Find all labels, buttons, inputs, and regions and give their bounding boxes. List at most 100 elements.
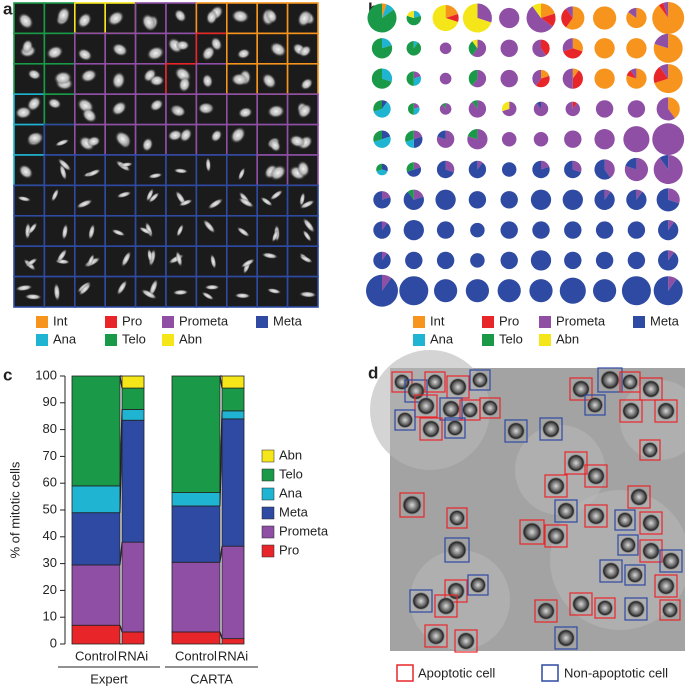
pie-slice [439, 42, 452, 55]
cell [641, 441, 659, 459]
nucleus [24, 222, 31, 240]
cell-image [104, 154, 137, 187]
pie-slice [541, 13, 556, 27]
cell-box [564, 451, 588, 475]
nucleus [80, 69, 97, 83]
pie-slice [668, 188, 680, 204]
pie-slice [467, 129, 478, 140]
pie-slice [625, 157, 637, 170]
cell [566, 453, 586, 473]
pie-slice [403, 219, 424, 241]
pie-slice [653, 276, 683, 306]
cell [601, 561, 621, 581]
x-tick-label: Control [175, 648, 217, 663]
legend-label: Abn [179, 331, 202, 346]
cell-box [414, 394, 438, 418]
group-label: CARTA [190, 671, 233, 686]
nucleus [238, 107, 253, 119]
legend-swatch [162, 334, 174, 346]
pie-slice [559, 277, 586, 304]
cell [481, 399, 499, 417]
legend-swatch [36, 334, 48, 346]
nucleus [141, 13, 156, 31]
legend-label: Meta [650, 313, 680, 328]
legend-label: Pro [279, 542, 299, 557]
nucleus [112, 43, 128, 57]
cell-image [13, 275, 46, 308]
legend-label: Telo [279, 466, 303, 481]
y-tick-label: 70 [43, 448, 57, 463]
y-tick-label: 100 [35, 367, 57, 382]
cell-image [13, 62, 46, 95]
legend-label: Non-apoptotic cell [564, 665, 668, 680]
pie-slice [541, 69, 550, 79]
pie-slice [593, 6, 617, 30]
nucleus [206, 9, 218, 25]
y-tick-label: 40 [43, 528, 57, 543]
nucleus [202, 73, 213, 89]
bar-segment [71, 624, 121, 645]
nucleus [149, 99, 164, 112]
cell-box [519, 519, 545, 545]
cell [641, 379, 661, 399]
pie-slice [564, 221, 582, 239]
cell [536, 601, 556, 621]
bar-segment [171, 631, 221, 645]
nucleus [61, 223, 69, 240]
legend-label: Ana [279, 485, 303, 500]
cell-image [104, 184, 137, 217]
cell-image [43, 215, 76, 248]
pie-slice [468, 41, 478, 56]
nucleus [119, 162, 133, 168]
cell [426, 373, 444, 391]
nucleus [47, 98, 62, 109]
pie-slice [405, 130, 414, 142]
cell [661, 551, 681, 571]
cell [621, 401, 641, 421]
cell-box [627, 485, 651, 509]
cell [616, 511, 634, 529]
pie-slice [382, 100, 388, 109]
pie-slice [500, 69, 518, 88]
nucleus [46, 45, 64, 60]
legend-label: Pro [499, 313, 519, 328]
nucleus [24, 293, 42, 300]
pie-slice [668, 219, 675, 231]
pie-slice [382, 274, 392, 291]
nucleus [198, 102, 214, 114]
nucleus [78, 283, 92, 296]
y-tick-label: 0 [50, 635, 57, 650]
pie-slice [532, 3, 541, 18]
pie-slice [572, 101, 578, 109]
pie-slice [502, 101, 517, 117]
pie-slice [382, 3, 387, 18]
bar-segment [121, 541, 145, 633]
cell-box [584, 464, 608, 488]
nucleus [178, 199, 193, 207]
cell-image [286, 245, 319, 278]
legend-swatch [539, 334, 551, 346]
nucleus [238, 197, 255, 208]
cell-box [434, 594, 458, 618]
cell [446, 581, 466, 601]
nucleus [15, 284, 33, 292]
cell-box [424, 371, 446, 393]
cell-box [454, 629, 478, 653]
pie-slice [371, 68, 392, 89]
pie-slice [373, 136, 391, 148]
pie-slice [501, 101, 510, 112]
nucleus [176, 224, 184, 237]
pie-slice [630, 68, 637, 79]
pie-slice [565, 101, 581, 117]
x-tick-label: RNAi [118, 648, 148, 663]
nucleus [175, 250, 183, 267]
pie-slice [563, 48, 583, 59]
nucleus [297, 103, 312, 119]
nucleus [115, 131, 131, 147]
bar-segment [71, 375, 121, 487]
pie-slice [472, 100, 478, 109]
pie-slice [593, 279, 617, 303]
bar-segment [71, 485, 121, 514]
nucleus [269, 189, 283, 201]
